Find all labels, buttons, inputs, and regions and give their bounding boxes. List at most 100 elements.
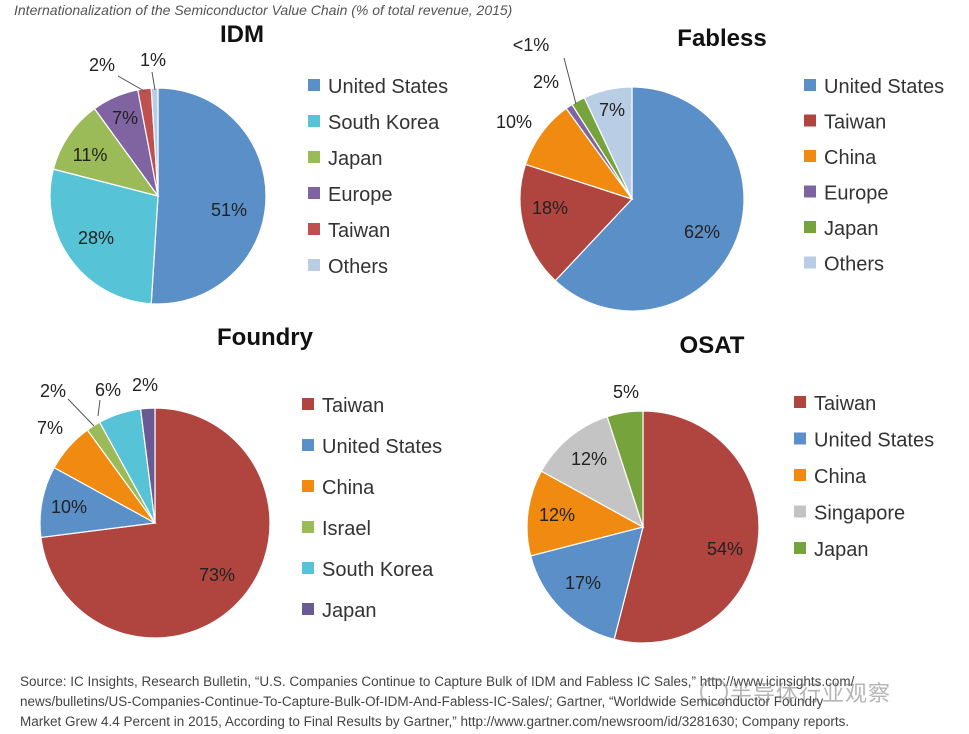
data-label-foundry-israel: 2% — [40, 381, 66, 401]
legend-swatch-osat-taiwan — [794, 396, 806, 408]
legend-swatch-idm-taiwan — [308, 223, 320, 235]
legend-swatch-idm-united-states — [308, 79, 320, 91]
data-label-osat-taiwan: 54% — [707, 539, 743, 559]
legend-swatch-osat-japan — [794, 542, 806, 554]
data-label-foundry-south-korea: 6% — [95, 380, 121, 400]
legend-label-fabless-china: China — [824, 147, 877, 169]
pie-slice-idm-japan — [52, 107, 160, 197]
legend-label-idm-united-states: United States — [328, 76, 448, 98]
data-label-fabless-china: 10% — [496, 112, 532, 132]
legend-swatch-foundry-south-korea — [302, 562, 314, 574]
data-label-osat-japan: 5% — [613, 382, 639, 402]
legend-label-foundry-taiwan: Taiwan — [322, 395, 384, 417]
pie-slice-fabless-others — [583, 86, 633, 200]
legend-label-fabless-others: Others — [824, 254, 884, 276]
legend-label-idm-others: Others — [328, 256, 388, 278]
legend-swatch-foundry-israel — [302, 521, 314, 533]
legend-swatch-foundry-china — [302, 480, 314, 492]
legend-label-fabless-japan: Japan — [824, 218, 879, 240]
legend-label-fabless-united-states: United States — [824, 76, 944, 98]
pie-slice-osat-taiwan — [613, 410, 760, 644]
data-label-foundry-china: 7% — [37, 418, 63, 438]
data-label-foundry-taiwan: 73% — [199, 565, 235, 585]
source-note: Source: IC Insights, Research Bulletin, … — [20, 672, 960, 732]
data-label-osat-singapore: 12% — [571, 449, 607, 469]
chart-foundry: 73% 10% 7% 2% 6% 2% Foundry Taiwan United States… — [37, 324, 442, 639]
legend-label-idm-europe: Europe — [328, 184, 393, 206]
legend-label-idm-taiwan: Taiwan — [328, 220, 390, 242]
leader-line-israel — [67, 398, 95, 427]
data-label-osat-united-states: 17% — [565, 573, 601, 593]
legend-label-osat-taiwan: Taiwan — [814, 393, 876, 415]
watermark-icon — [700, 678, 728, 706]
data-label-foundry-united-states: 10% — [51, 497, 87, 517]
source-line-2: news/bulletins/US-Companies-Continue-To-… — [20, 694, 824, 709]
legend-label-fabless-europe: Europe — [824, 183, 889, 205]
source-line-1: Source: IC Insights, Research Bulletin, … — [20, 674, 855, 689]
data-label-idm-europe: 7% — [112, 108, 138, 128]
data-label-osat-china: 12% — [539, 505, 575, 525]
legend-swatch-fabless-taiwan — [804, 114, 816, 127]
watermark-text: 半导体行业观察 — [730, 682, 892, 707]
data-label-idm-japan: 11% — [73, 145, 108, 165]
data-label-fabless-taiwan: 18% — [532, 198, 568, 218]
leader-line-taiwan — [117, 75, 147, 93]
pie-slice-osat-japan — [606, 410, 644, 528]
legend-swatch-osat-united-states — [794, 432, 806, 445]
pie-slice-foundry-japan — [139, 407, 156, 524]
data-label-idm-united-states: 51% — [211, 200, 247, 220]
data-label-idm-taiwan: 2% — [89, 55, 115, 75]
legend-swatch-fabless-japan — [804, 221, 816, 233]
chart-title-fabless: Fabless — [677, 25, 766, 52]
chart-title-osat: OSAT — [680, 332, 745, 359]
legend-label-idm-south-korea: South Korea — [328, 112, 440, 134]
data-label-idm-others: 1% — [140, 50, 166, 70]
pie-slice-fabless-taiwan — [519, 163, 634, 282]
legend-swatch-idm-japan — [308, 151, 320, 163]
legend-swatch-foundry-japan — [302, 603, 314, 615]
legend-label-osat-japan: Japan — [814, 539, 869, 561]
legend-label-foundry-united-states: United States — [322, 436, 442, 458]
legend-label-osat-singapore: Singapore — [814, 503, 905, 525]
pie-slice-osat-singapore — [540, 415, 645, 529]
legend-label-idm-japan: Japan — [328, 148, 383, 170]
legend-swatch-idm-south-korea — [308, 115, 320, 127]
legend-swatch-foundry-taiwan — [302, 398, 314, 410]
legend-swatch-foundry-united-states — [302, 439, 314, 451]
chart-idm: 51% 28% 11%7% 2% 1% IDM United States South Kor… — [49, 21, 448, 305]
legend-label-fabless-taiwan: Taiwan — [824, 112, 886, 134]
legend-label-osat-united-states: United States — [814, 430, 934, 452]
legend-label-foundry-israel: Israel — [322, 518, 371, 540]
data-label-idm-south-korea: 28% — [78, 228, 114, 248]
source-line-3: Market Grew 4.4 Percent in 2015, Accordi… — [20, 714, 850, 729]
pie-slice-idm-united-states — [150, 87, 267, 305]
legend-swatch-osat-singapore — [794, 505, 806, 518]
chart-fabless: 62% 18% 10% <1% 2% 7% Fabless United States Taiw… — [496, 25, 944, 312]
pie-slice-osat-china — [526, 470, 645, 557]
pie-slice-idm-south-korea — [49, 168, 159, 305]
leader-line-europe — [563, 57, 577, 105]
legend-swatch-idm-europe — [308, 187, 320, 199]
figure-caption: Internationalization of the Semiconducto… — [14, 2, 513, 18]
legend-label-osat-china: China — [814, 466, 867, 488]
chart-osat: 54% 17% 12% 12% 5% OSAT Taiwan United States Chi… — [526, 332, 934, 644]
data-label-fabless-others: 7% — [599, 100, 625, 120]
pie-slice-fabless-united-states — [554, 86, 745, 312]
leader-line-others — [151, 71, 156, 91]
data-label-fabless-japan: 2% — [533, 72, 559, 92]
chart-title-idm: IDM — [220, 21, 264, 48]
legend-label-foundry-japan: Japan — [322, 600, 377, 622]
pie-slice-osat-united-states — [529, 526, 644, 641]
chart-title-foundry: Foundry — [217, 324, 314, 351]
legend-label-foundry-south-korea: South Korea — [322, 559, 434, 581]
legend-swatch-osat-china — [794, 469, 806, 481]
data-label-foundry-japan: 2% — [132, 375, 158, 395]
pie-slice-foundry-united-states — [39, 466, 157, 539]
legend-swatch-fabless-europe — [804, 185, 816, 198]
legend-label-foundry-china: China — [322, 477, 375, 499]
data-label-fabless-united-states: 62% — [684, 222, 720, 242]
legend-swatch-idm-others — [308, 259, 320, 271]
leader-line-south-korea — [97, 399, 101, 417]
legend-swatch-fabless-others — [804, 256, 816, 269]
